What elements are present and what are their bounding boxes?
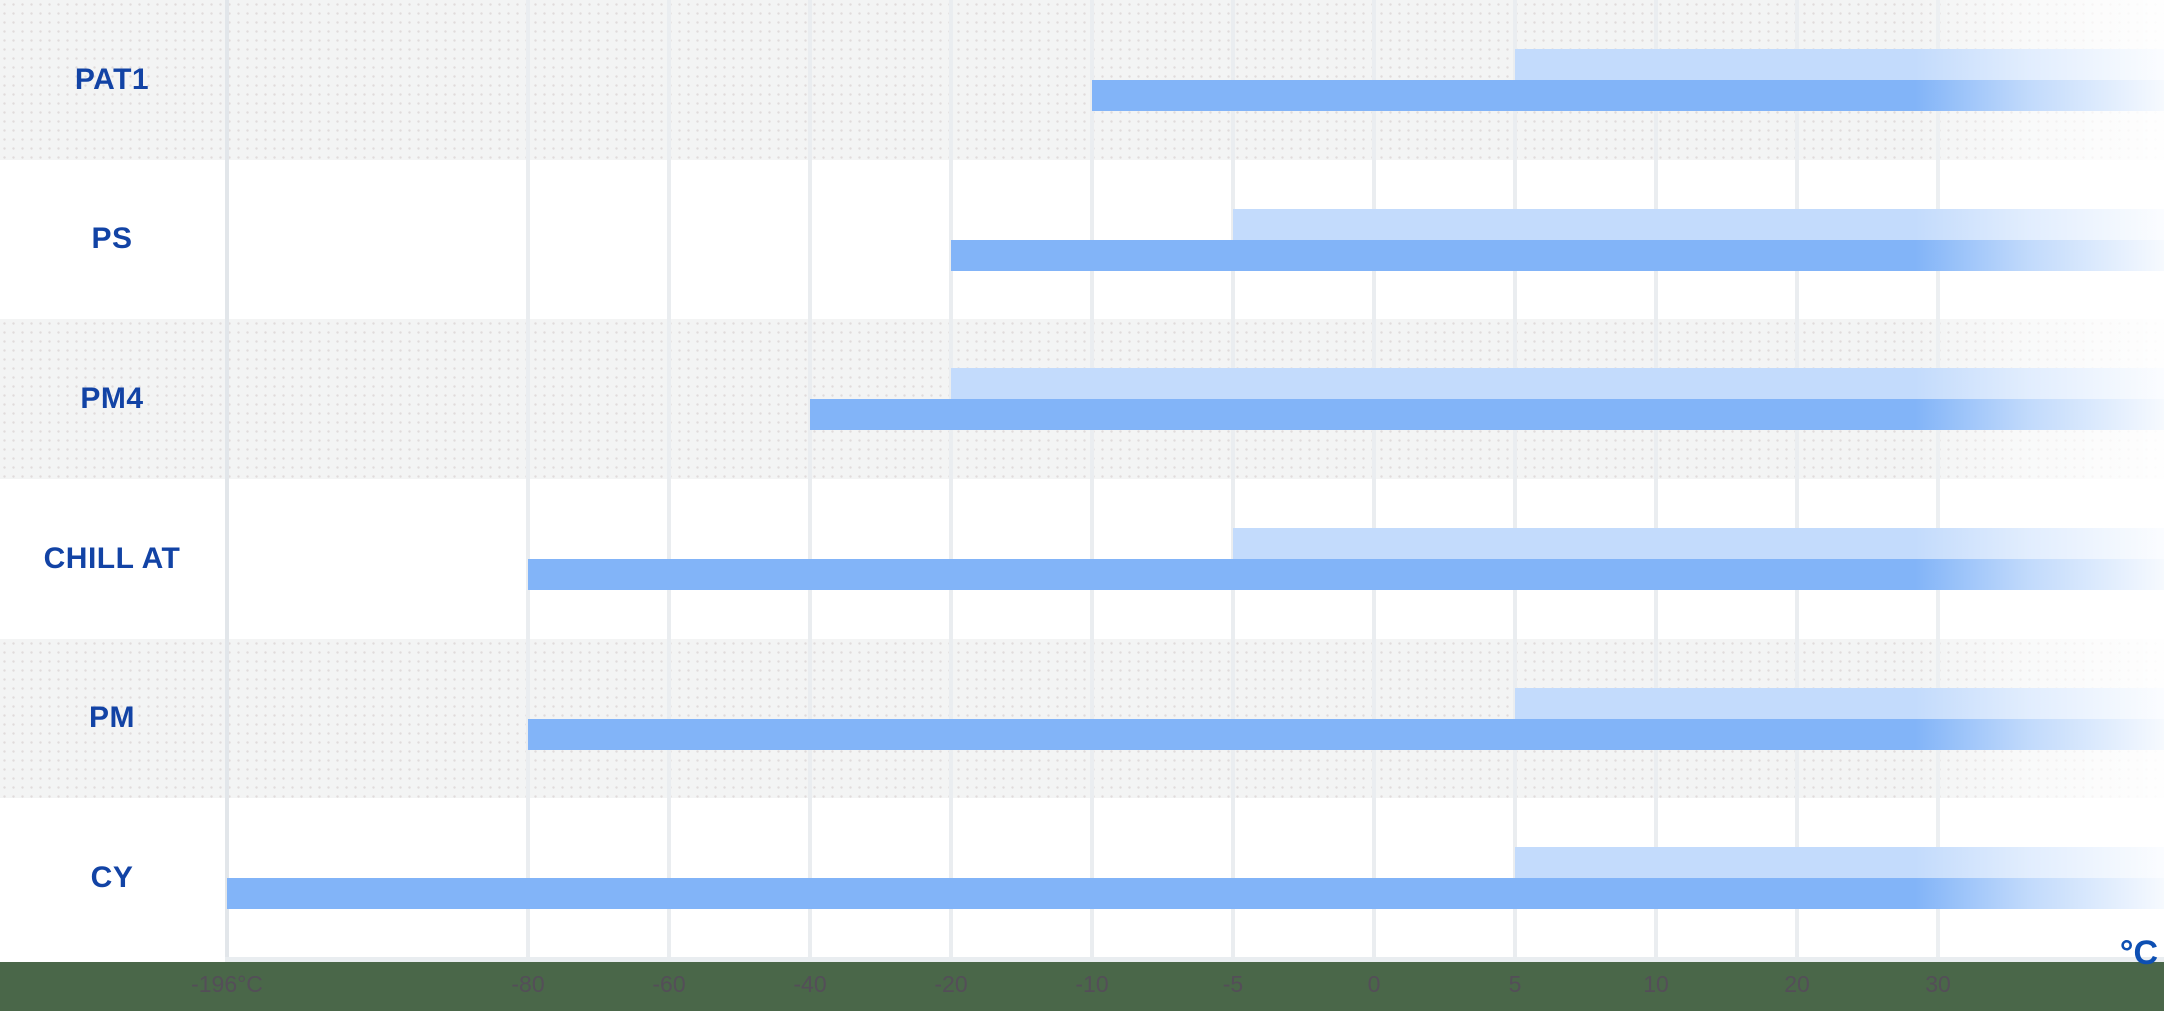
- grid-line: [1795, 0, 1799, 958]
- grid-line: [949, 0, 953, 958]
- axis-baseline: [225, 957, 2164, 962]
- tick-label: 5: [1508, 971, 1522, 997]
- y-axis-line: [225, 0, 229, 958]
- category-label: CHILL AT: [43, 541, 181, 575]
- tick-label: -80: [511, 971, 545, 997]
- tick-label: -20: [934, 971, 968, 997]
- grid-line: [808, 0, 812, 958]
- category-label: PM4: [80, 382, 144, 416]
- grid-line: [1231, 0, 1235, 958]
- grid-line: [667, 0, 671, 958]
- category-label: PAT1: [74, 62, 150, 96]
- tick-label: -10: [1075, 971, 1109, 997]
- x-axis-band: [0, 962, 2164, 1011]
- grid-line: [526, 0, 530, 958]
- category-label: CY: [90, 861, 134, 895]
- axis-unit-label: °C: [2119, 934, 2158, 972]
- bar-dark: [227, 878, 2164, 910]
- tick-label: -40: [793, 971, 827, 997]
- tick-label: -196°C: [191, 971, 263, 997]
- bar-dark: [528, 718, 2164, 750]
- tick-label: -60: [652, 971, 686, 997]
- grid-line: [1372, 0, 1376, 958]
- right-edge-fade: [1915, 0, 2164, 958]
- bar-dark: [528, 558, 2164, 590]
- grid-line: [1513, 0, 1517, 958]
- tick-label: 0: [1367, 971, 1381, 997]
- category-label: PM: [89, 701, 135, 735]
- tick-label: 20: [1784, 971, 1810, 997]
- grid-line: [1090, 0, 1094, 958]
- grid-line: [1654, 0, 1658, 958]
- tick-label: 10: [1643, 971, 1669, 997]
- tick-label: -5: [1222, 971, 1244, 997]
- tick-label: 30: [1925, 971, 1951, 997]
- category-label: PS: [91, 222, 133, 256]
